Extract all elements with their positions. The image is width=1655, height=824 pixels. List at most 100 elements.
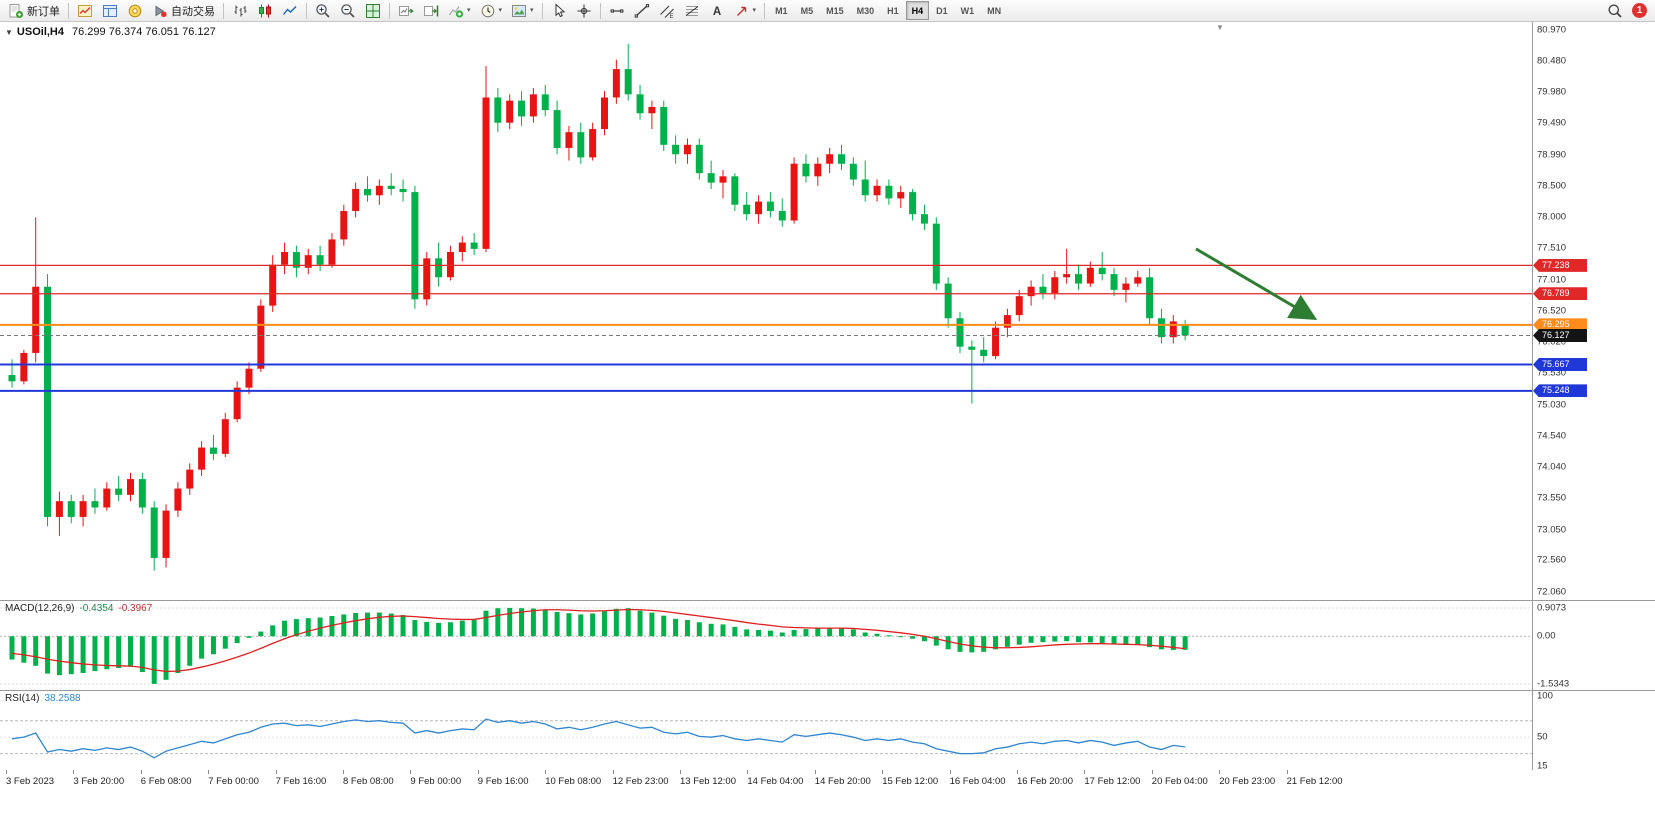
arrows-button[interactable]: ▾ [730, 0, 761, 21]
candle [138, 472, 146, 514]
time-axis: 3 Feb 2023 3 Feb 20:00 6 Feb 08:00 7 Feb 00… [0, 770, 1655, 824]
horizontal-line-button[interactable] [605, 0, 629, 21]
market-watch-button[interactable] [73, 0, 97, 21]
candle [920, 204, 928, 230]
main-chart-canvas[interactable] [0, 22, 1532, 600]
cursor-button[interactable] [547, 0, 571, 21]
chart-shift-button[interactable] [419, 0, 443, 21]
search-button[interactable] [1603, 0, 1627, 21]
timeframe-d1-button[interactable]: D1 [936, 5, 948, 16]
price-axis-label: 78.000 [1537, 211, 1567, 223]
toolbar-separator [223, 2, 224, 19]
price-axis-label: 77.510 [1537, 242, 1567, 254]
trend-arrow-annotation[interactable] [1195, 247, 1318, 321]
candle [1110, 267, 1118, 297]
cursor-icon [555, 2, 565, 17]
candle [20, 349, 28, 385]
time-axis-label: 12 Feb 23:00 [612, 776, 669, 787]
macd-bar [1147, 636, 1153, 648]
macd-bar [116, 636, 122, 668]
timeframe-m5-button[interactable]: M5 [800, 5, 814, 16]
macd-bar [1064, 636, 1070, 642]
macd-bar [80, 636, 86, 673]
candle [1122, 277, 1130, 303]
macd-bar [969, 636, 975, 653]
navigator-icon [128, 4, 142, 17]
candle [470, 233, 478, 256]
toolbar-separator [599, 2, 601, 19]
candle [518, 91, 526, 126]
macd-bar [661, 615, 667, 637]
rsi-axis-label: 15 [1537, 760, 1548, 772]
zoom-out-icon [341, 3, 355, 18]
chart-ohlc-values: 76.299 76.374 76.051 76.127 [72, 26, 216, 38]
panel-separator[interactable] [0, 600, 1655, 601]
fibo-icon [685, 5, 698, 16]
tile-windows-button[interactable] [361, 0, 385, 21]
macd-panel-canvas[interactable] [0, 600, 1532, 690]
macd-bar [684, 620, 690, 637]
line-chart-button[interactable] [278, 0, 302, 21]
timeframe-m1-button[interactable]: M1 [775, 5, 788, 16]
candle [435, 242, 443, 287]
new-order-icon [9, 3, 23, 18]
new-order-button[interactable]: 新订单 [4, 0, 64, 21]
macd-axis-label: 0.00 [1537, 630, 1556, 642]
macd-bar [767, 630, 773, 637]
equidistant-channel-button[interactable]: E [655, 0, 679, 21]
text-label-button[interactable]: A [705, 0, 729, 21]
bar-chart-button[interactable] [228, 0, 252, 21]
macd-bar [720, 624, 726, 637]
candle [980, 337, 988, 363]
panel-separator[interactable] [0, 690, 1655, 691]
time-axis-label: 14 Feb 20:00 [814, 776, 871, 787]
macd-bar [910, 636, 916, 639]
crosshair-button[interactable] [572, 0, 596, 21]
candle [186, 463, 194, 495]
macd-bar [1087, 636, 1093, 643]
templates-button[interactable]: ▾ [507, 0, 538, 21]
price-axis-label: 79.980 [1537, 86, 1567, 98]
arrows-icon [736, 6, 746, 16]
periods-button[interactable]: ▾ [476, 0, 507, 21]
timeframe-h1-button[interactable]: H1 [887, 5, 899, 16]
rsi-panel-canvas[interactable] [0, 690, 1532, 770]
candle [233, 381, 241, 423]
macd-histogram-layer [9, 607, 1188, 684]
macd-bar [365, 612, 370, 637]
indicators-list-button[interactable]: ▾ [444, 0, 475, 21]
auto-scroll-icon [399, 5, 414, 16]
notification-badge[interactable]: 1 [1632, 3, 1647, 18]
price-axis-label: 76.020 [1537, 336, 1567, 348]
zoom-in-button[interactable] [311, 0, 335, 21]
macd-bar [756, 630, 762, 637]
data-window-button[interactable] [98, 0, 122, 21]
candle [352, 182, 360, 218]
macd-bar [246, 636, 252, 638]
candle [565, 125, 573, 161]
timeframe-m30-button[interactable]: M30 [856, 5, 875, 16]
macd-bar [827, 627, 833, 637]
time-axis-label: 8 Feb 08:00 [343, 776, 394, 787]
auto-scroll-button[interactable] [394, 0, 418, 21]
zoom-in-icon [316, 3, 330, 18]
navigator-button[interactable] [123, 0, 147, 21]
macd-bar [424, 621, 430, 637]
autotrading-button[interactable]: 自动交易 [148, 0, 219, 21]
zoom-out-button[interactable] [336, 0, 360, 21]
timeframe-w1-button[interactable]: W1 [960, 5, 975, 16]
trendline-button[interactable] [630, 0, 654, 21]
candle [482, 65, 490, 253]
fibonacci-retracement-button[interactable] [680, 0, 704, 21]
candle [399, 179, 407, 202]
timeframe-h4-button[interactable]: H4 [905, 1, 930, 20]
macd-bar [139, 636, 145, 673]
macd-signal-line [11, 608, 1186, 673]
candlestick-chart-button[interactable] [253, 0, 277, 21]
one-click-trading-toggle[interactable]: ▼ [5, 27, 13, 37]
timeframe-m15-button[interactable]: M15 [826, 5, 844, 16]
macd-bar [850, 629, 856, 637]
price-axis-label: 73.050 [1537, 524, 1567, 536]
timeframe-mn-button[interactable]: MN [987, 5, 1002, 16]
macd-name: MACD(12,26,9) [5, 603, 75, 614]
